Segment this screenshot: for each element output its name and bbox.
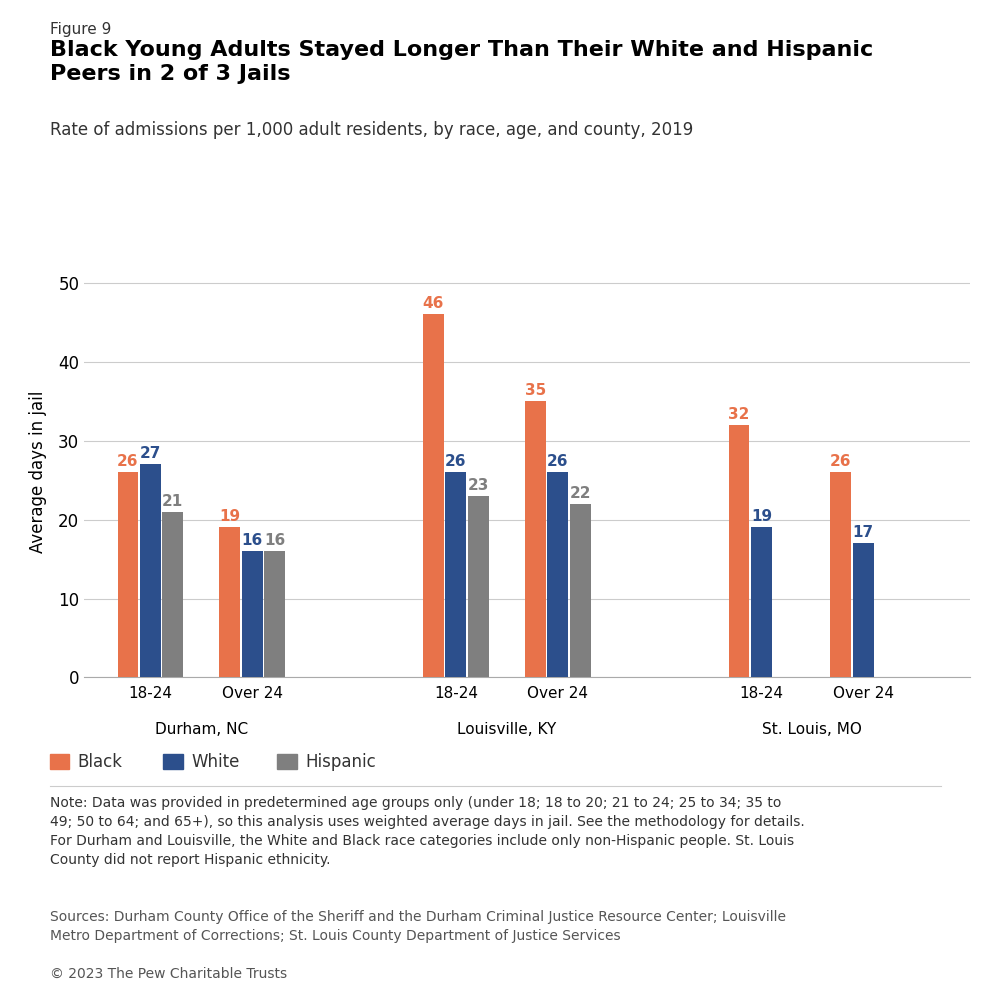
Y-axis label: Average days in jail: Average days in jail	[29, 391, 48, 554]
Text: 46: 46	[423, 297, 445, 312]
Text: 26: 26	[830, 454, 851, 469]
Text: 16: 16	[242, 533, 262, 548]
Bar	[729, 425, 749, 677]
Text: 32: 32	[729, 406, 749, 421]
Text: White: White	[191, 753, 240, 770]
Bar	[118, 472, 139, 677]
Text: © 2023 The Pew Charitable Trusts: © 2023 The Pew Charitable Trusts	[50, 967, 287, 981]
Text: Black Young Adults Stayed Longer Than Their White and Hispanic
Peers in 2 of 3 J: Black Young Adults Stayed Longer Than Th…	[50, 40, 873, 83]
Bar	[140, 465, 160, 677]
Text: 22: 22	[569, 486, 591, 500]
Text: Durham, NC: Durham, NC	[154, 722, 248, 737]
Text: 26: 26	[547, 454, 568, 469]
Bar	[751, 527, 772, 677]
Text: Black: Black	[77, 753, 122, 770]
Bar	[547, 472, 568, 677]
Text: 26: 26	[446, 454, 466, 469]
Text: Rate of admissions per 1,000 adult residents, by race, age, and county, 2019: Rate of admissions per 1,000 adult resid…	[50, 121, 693, 138]
Text: 26: 26	[117, 454, 139, 469]
Bar	[569, 503, 591, 677]
Text: 23: 23	[467, 478, 489, 493]
Bar	[468, 495, 489, 677]
Bar	[446, 472, 466, 677]
Text: Note: Data was provided in predetermined age groups only (under 18; 18 to 20; 21: Note: Data was provided in predetermined…	[50, 796, 804, 867]
Bar	[423, 315, 444, 677]
Text: Louisville, KY: Louisville, KY	[457, 722, 556, 737]
Text: Figure 9: Figure 9	[50, 22, 111, 37]
Bar	[831, 472, 851, 677]
Bar	[264, 551, 285, 677]
Text: 35: 35	[525, 383, 545, 398]
Text: Sources: Durham County Office of the Sheriff and the Durham Criminal Justice Res: Sources: Durham County Office of the She…	[50, 910, 785, 943]
Bar	[242, 551, 262, 677]
Text: 27: 27	[140, 446, 161, 461]
Text: 16: 16	[264, 533, 285, 548]
Text: Hispanic: Hispanic	[305, 753, 375, 770]
Text: 19: 19	[219, 509, 241, 524]
Text: 19: 19	[750, 509, 772, 524]
Bar	[162, 511, 183, 677]
Text: 17: 17	[852, 525, 874, 540]
Bar	[525, 402, 545, 677]
Bar	[852, 543, 874, 677]
Bar	[220, 527, 241, 677]
Text: 21: 21	[162, 494, 183, 508]
Text: St. Louis, MO: St. Louis, MO	[762, 722, 862, 737]
